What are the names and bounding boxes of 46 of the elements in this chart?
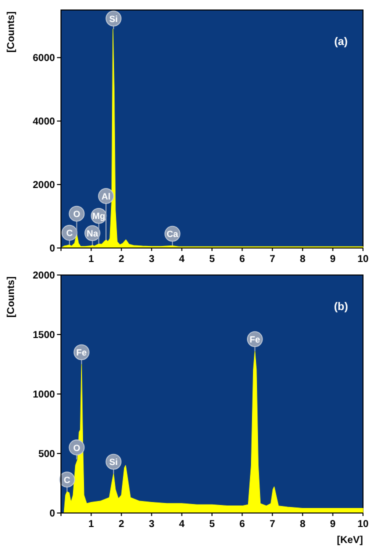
- text: (b): [334, 301, 348, 313]
- annotation: C: [66, 228, 74, 238]
- x-tick-label: 9: [330, 519, 336, 530]
- annotation: Fe: [76, 348, 87, 358]
- x-tick-label: 7: [270, 254, 276, 265]
- annotation: Si: [109, 457, 118, 468]
- x-tick-label: 2: [118, 519, 125, 530]
- y-tick-label: 6000: [32, 53, 56, 64]
- annotation: O: [73, 442, 80, 453]
- annotation: Na: [86, 228, 100, 238]
- x-axis-title: [KeV]: [336, 535, 363, 546]
- y-tick-label: 4000: [32, 116, 56, 128]
- x-tick-label: 3: [148, 519, 155, 530]
- x-tick-label: 4: [179, 254, 186, 265]
- x-tick-label: 2: [118, 254, 125, 265]
- y-axis-title: [Counts]: [6, 276, 17, 318]
- y-tick-label: 0: [49, 508, 56, 520]
- x-tick-label: 9: [330, 254, 336, 265]
- y-tick-label: 2000: [32, 180, 56, 192]
- y-tick-label: 0: [49, 244, 56, 254]
- annotation: Fe: [250, 334, 260, 344]
- x-tick-label: 1: [88, 254, 94, 265]
- x-tick-label: 4: [179, 519, 186, 530]
- annotation: C: [64, 474, 71, 485]
- x-tick-label: 3: [148, 254, 155, 265]
- annotation: Ca: [166, 229, 180, 240]
- y-tick-label: 1000: [32, 390, 56, 400]
- x-tick-label: 7: [270, 519, 276, 530]
- x-tick-label: 10: [357, 254, 369, 265]
- text: (a): [334, 36, 348, 48]
- y-tick-label: 2000: [32, 270, 56, 282]
- x-tick-label: 8: [300, 519, 306, 530]
- x-tick-label: 5: [209, 254, 216, 265]
- x-tick-label: 1: [88, 519, 94, 530]
- annotation: Mg: [92, 211, 106, 222]
- annotation: Al: [102, 191, 110, 202]
- y-tick-label: 500: [38, 449, 56, 460]
- y-axis-title: [Counts]: [6, 11, 17, 53]
- x-tick-label: 5: [209, 519, 216, 530]
- annotation: O: [73, 209, 80, 220]
- x-tick-label: 8: [300, 254, 306, 265]
- x-tick-label: 6: [239, 519, 246, 530]
- y-tick-label: 1500: [32, 330, 56, 341]
- annotation: Si: [109, 14, 118, 24]
- x-tick-label: 10: [357, 519, 369, 530]
- x-tick-label: 6: [239, 254, 246, 265]
